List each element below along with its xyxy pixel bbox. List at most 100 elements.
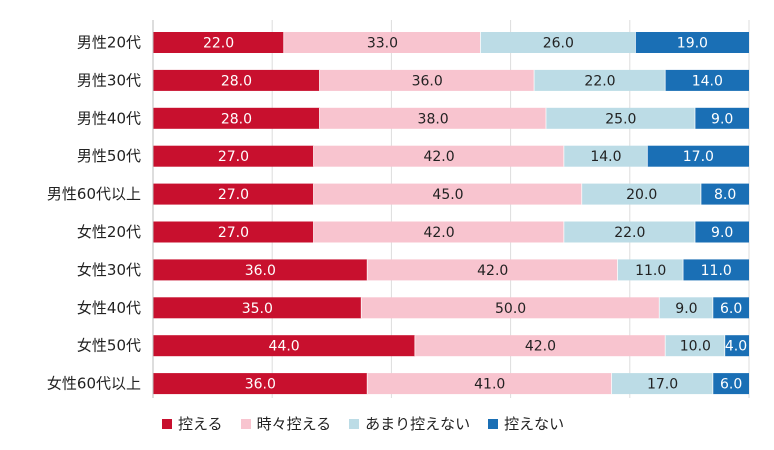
data-label: 22.0	[203, 36, 234, 52]
bar-segment	[534, 69, 666, 91]
bar-segment	[611, 373, 714, 395]
category-label: 女性40代	[77, 299, 141, 317]
data-label: 22.0	[584, 73, 615, 89]
legend-item: 控えない	[488, 413, 564, 434]
data-label: 36.0	[245, 263, 276, 279]
category-label: 女性30代	[77, 261, 141, 279]
bar-segment	[367, 259, 618, 281]
data-label: 50.0	[495, 301, 526, 317]
data-label: 38.0	[418, 111, 449, 127]
data-label: 35.0	[242, 301, 273, 317]
data-label: 9.0	[711, 111, 733, 127]
category-label: 男性60代以上	[47, 185, 141, 203]
data-label: 36.0	[412, 73, 443, 89]
legend-swatch	[488, 418, 499, 429]
legend-swatch	[240, 418, 251, 429]
data-label: 4.0	[725, 339, 747, 355]
bar-segment	[153, 297, 362, 319]
bar-segment	[153, 373, 368, 395]
legend: 控える 時々控える あまり控えない 控えない	[162, 413, 582, 434]
data-label: 10.0	[680, 339, 711, 355]
data-label: 28.0	[221, 73, 252, 89]
legend-label: 控える	[178, 415, 223, 433]
bar-segment	[313, 145, 565, 167]
data-label: 41.0	[474, 377, 505, 393]
data-label: 11.0	[635, 263, 666, 279]
bar-segment	[153, 259, 368, 281]
bar-segment	[635, 32, 749, 53]
data-label: 20.0	[626, 187, 657, 203]
bar-segment	[153, 145, 314, 167]
bar-segment	[701, 183, 749, 205]
bar-segment	[153, 32, 285, 53]
data-label: 17.0	[683, 149, 714, 165]
data-label: 19.0	[677, 36, 708, 52]
category-label: 男性40代	[77, 109, 141, 127]
legend-label: 時々控える	[256, 415, 332, 433]
legend-item: あまり控えない	[349, 413, 470, 434]
legend-label: あまり控えない	[365, 415, 471, 433]
data-label: 45.0	[432, 187, 463, 203]
data-label: 42.0	[423, 149, 454, 165]
bar-segment	[153, 221, 314, 243]
bar-segment	[319, 107, 547, 129]
bar-segment	[153, 335, 416, 357]
data-label: 14.0	[590, 149, 621, 165]
legend-swatch	[349, 418, 360, 429]
bar-segment	[647, 145, 749, 167]
bar-segment	[564, 221, 696, 243]
bar-segment	[695, 107, 749, 129]
data-label: 9.0	[675, 301, 697, 317]
legend-label: 控えない	[504, 415, 565, 433]
bar-segment	[665, 69, 749, 91]
bar-segment	[582, 183, 702, 205]
category-label: 女性20代	[77, 223, 141, 241]
bar-segment	[415, 335, 666, 357]
data-label: 36.0	[245, 377, 276, 393]
category-label: 男性30代	[77, 71, 141, 89]
bar-segment	[713, 373, 749, 395]
category-label: 女性50代	[77, 337, 141, 355]
bar-segment	[367, 373, 612, 395]
data-label: 8.0	[714, 187, 736, 203]
data-label: 42.0	[525, 339, 556, 355]
data-label: 26.0	[543, 36, 574, 52]
data-label: 27.0	[218, 149, 249, 165]
data-label: 42.0	[423, 225, 454, 241]
data-label: 6.0	[720, 377, 742, 393]
legend-swatch	[162, 418, 172, 429]
data-label: 22.0	[614, 225, 645, 241]
bar-segment	[284, 32, 481, 53]
bar-segment	[725, 335, 749, 357]
bar-segment	[617, 259, 684, 281]
data-label: 6.0	[720, 301, 742, 317]
data-label: 9.0	[711, 225, 733, 241]
legend-item: 控える	[162, 413, 223, 434]
data-label: 14.0	[692, 73, 723, 89]
data-label: 17.0	[647, 377, 678, 393]
bar-segment	[546, 107, 696, 129]
bar-segment	[361, 297, 660, 319]
data-label: 25.0	[605, 111, 636, 127]
legend-item: 時々控える	[240, 413, 332, 434]
bar-segment	[665, 335, 726, 357]
bar-segment	[564, 145, 648, 167]
bar-segment	[153, 107, 320, 129]
category-label: 男性50代	[77, 147, 141, 165]
data-label: 11.0	[701, 263, 732, 279]
data-label: 33.0	[367, 36, 398, 52]
bar-segment	[695, 221, 749, 243]
bar-segment	[713, 297, 749, 319]
bar-segment	[313, 221, 565, 243]
bar-segment	[153, 183, 314, 205]
bar-segment	[319, 69, 535, 91]
data-label: 27.0	[218, 225, 249, 241]
bar-segment	[480, 32, 636, 53]
bar-segment	[313, 183, 583, 205]
data-label: 28.0	[221, 111, 252, 127]
bar-segment	[153, 69, 320, 91]
data-label: 27.0	[218, 187, 249, 203]
bar-segment	[683, 259, 749, 281]
category-label: 女性60代以上	[47, 375, 141, 393]
